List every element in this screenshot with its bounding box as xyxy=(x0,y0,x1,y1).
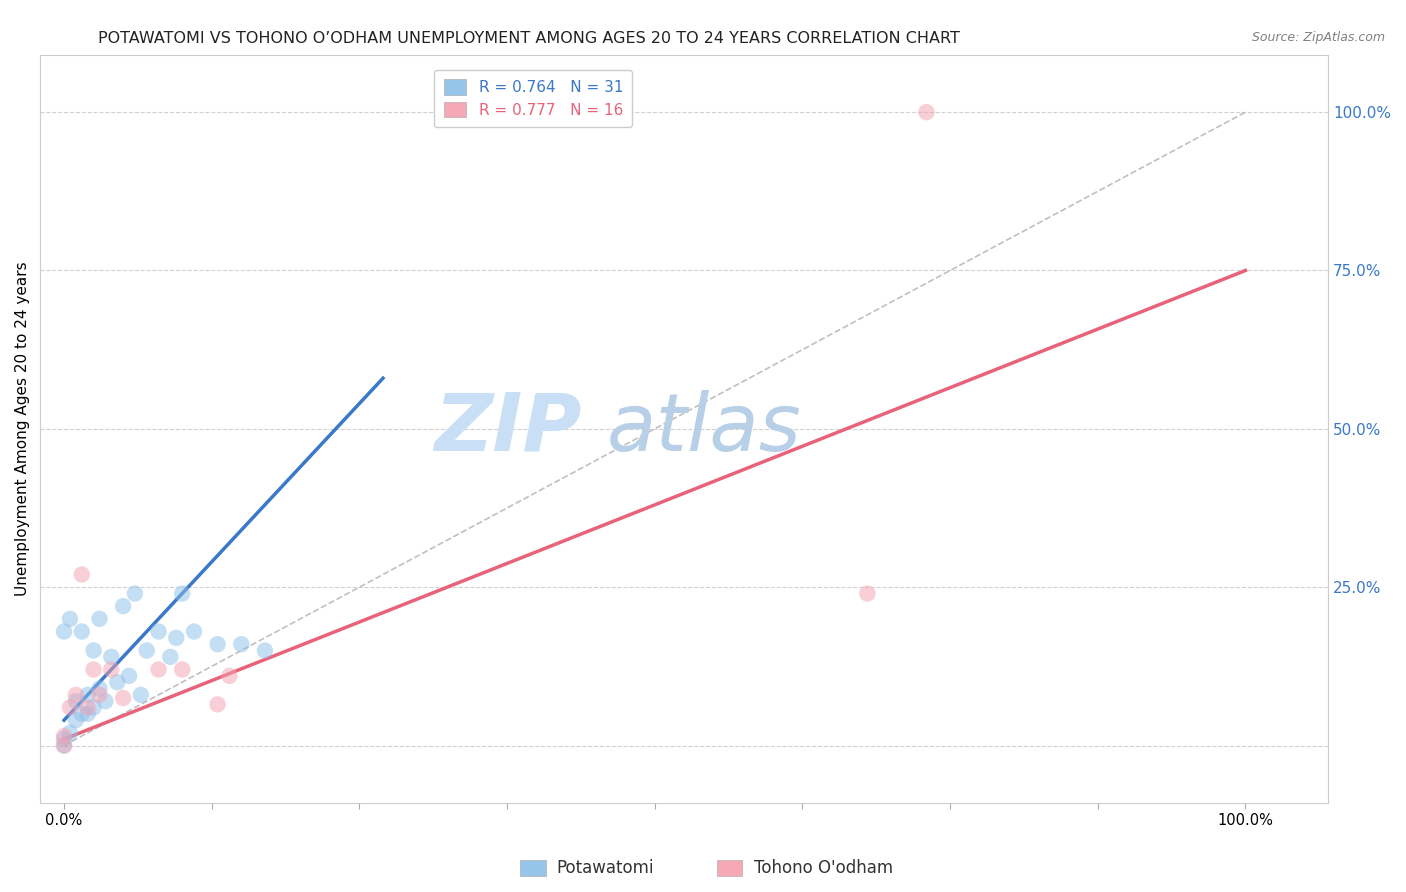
Point xyxy=(207,637,229,651)
Y-axis label: Unemployment Among Ages 20 to 24 years: Unemployment Among Ages 20 to 24 years xyxy=(15,261,30,596)
Point xyxy=(172,586,194,600)
Point xyxy=(100,649,122,664)
Point xyxy=(231,637,253,651)
Point xyxy=(53,729,76,743)
Point xyxy=(89,688,111,702)
Point xyxy=(183,624,205,639)
Point xyxy=(148,663,170,677)
Point xyxy=(65,694,87,708)
Point xyxy=(148,624,170,639)
Point xyxy=(172,663,194,677)
Point xyxy=(159,649,181,664)
Point xyxy=(207,698,229,712)
Point xyxy=(83,663,105,677)
Point xyxy=(135,643,157,657)
Point xyxy=(53,739,76,753)
Point xyxy=(59,612,82,626)
Point xyxy=(53,739,76,753)
Point xyxy=(856,586,879,600)
Point xyxy=(59,726,82,740)
Point xyxy=(165,631,187,645)
Point xyxy=(253,643,276,657)
Text: Potawatomi: Potawatomi xyxy=(557,859,654,877)
Point xyxy=(59,700,82,714)
Point xyxy=(76,688,98,702)
Legend: R = 0.764   N = 31, R = 0.777   N = 16: R = 0.764 N = 31, R = 0.777 N = 16 xyxy=(434,70,633,127)
Point xyxy=(129,688,152,702)
Point xyxy=(124,586,146,600)
Text: ZIP: ZIP xyxy=(434,390,581,467)
Point xyxy=(70,567,93,582)
Point xyxy=(83,700,105,714)
Point xyxy=(94,694,117,708)
Point xyxy=(83,643,105,657)
Point xyxy=(112,691,135,706)
Text: POTAWATOMI VS TOHONO O’ODHAM UNEMPLOYMENT AMONG AGES 20 TO 24 YEARS CORRELATION : POTAWATOMI VS TOHONO O’ODHAM UNEMPLOYMEN… xyxy=(98,31,960,46)
Point xyxy=(76,706,98,721)
Point xyxy=(218,669,240,683)
Point xyxy=(118,669,141,683)
Text: Tohono O'odham: Tohono O'odham xyxy=(754,859,893,877)
Point xyxy=(100,663,122,677)
Point xyxy=(70,624,93,639)
Point xyxy=(65,688,87,702)
Text: Source: ZipAtlas.com: Source: ZipAtlas.com xyxy=(1251,31,1385,45)
Point xyxy=(65,713,87,727)
Point xyxy=(53,624,76,639)
Text: atlas: atlas xyxy=(607,390,801,467)
Point xyxy=(76,700,98,714)
Point xyxy=(53,732,76,747)
Point xyxy=(112,599,135,614)
Point xyxy=(70,706,93,721)
Point xyxy=(915,105,938,120)
Point xyxy=(89,681,111,696)
Point xyxy=(89,612,111,626)
Point xyxy=(105,675,128,690)
